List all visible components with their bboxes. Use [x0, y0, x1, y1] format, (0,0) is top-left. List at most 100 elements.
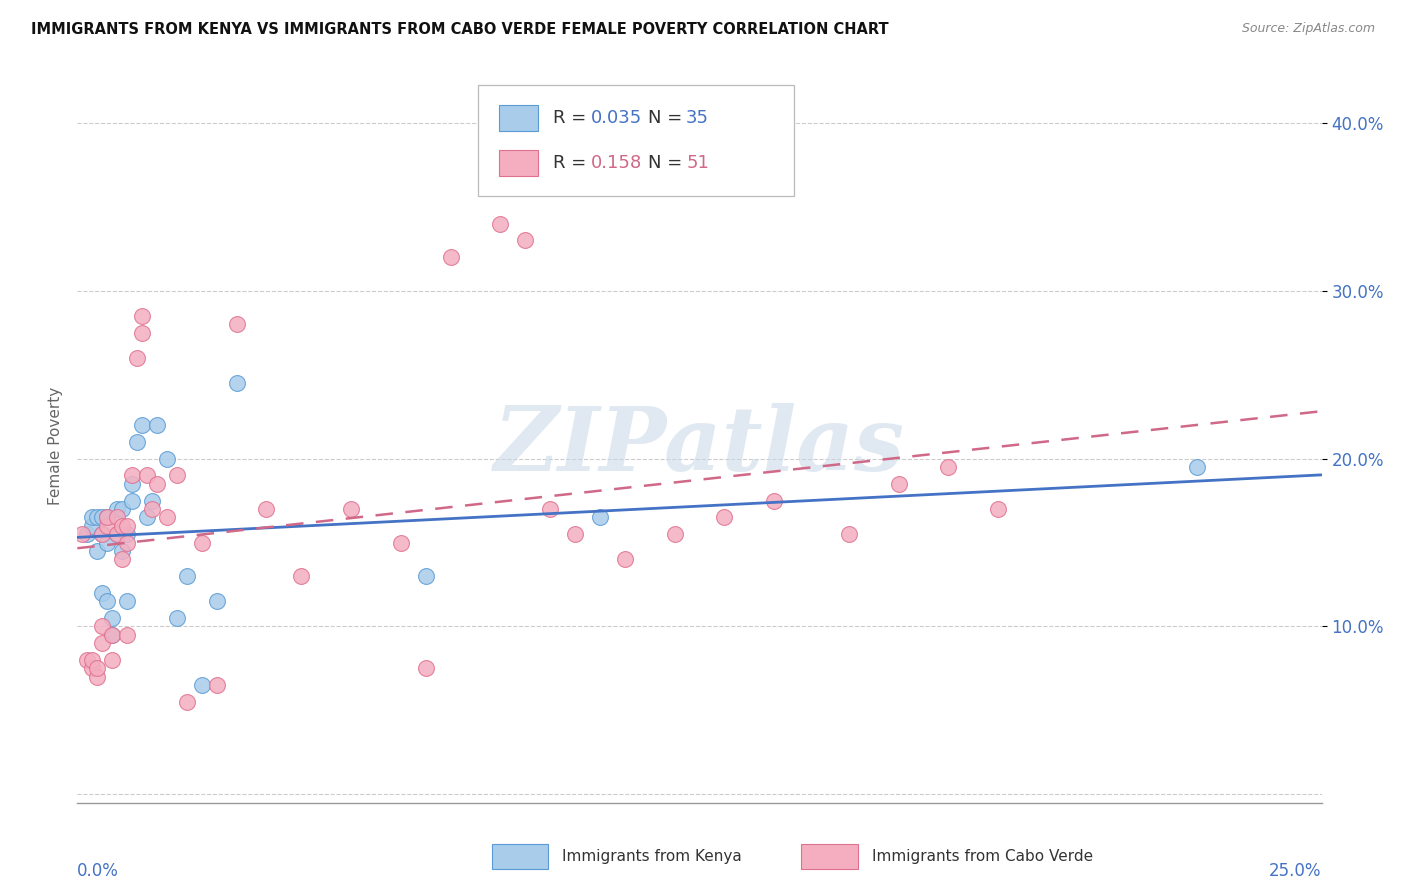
Point [101, 628, 124, 642]
Y-axis label: Female Poverty: Female Poverty [48, 387, 63, 505]
Point [91, 636, 114, 650]
Point [86, 670, 108, 684]
Point [91, 527, 114, 541]
Point [131, 309, 153, 323]
Point [156, 451, 179, 466]
Point [96, 535, 118, 549]
Point [887, 476, 910, 491]
Text: Immigrants from Cabo Verde: Immigrants from Cabo Verde [872, 849, 1092, 863]
Point [82, 653, 104, 667]
Text: N =: N = [648, 109, 688, 127]
Point [105, 502, 128, 516]
Point [538, 502, 561, 516]
Point [166, 468, 188, 483]
Point [191, 535, 214, 549]
Text: 35: 35 [686, 109, 709, 127]
Point [564, 527, 586, 541]
Point [440, 250, 463, 264]
Point [415, 569, 437, 583]
Point [115, 527, 138, 541]
Point [166, 611, 188, 625]
Point [115, 594, 138, 608]
Point [613, 552, 636, 566]
Point [115, 518, 138, 533]
Point [96, 594, 118, 608]
Point [115, 535, 138, 549]
Text: Source: ZipAtlas.com: Source: ZipAtlas.com [1241, 22, 1375, 36]
Point [121, 493, 143, 508]
Point [82, 661, 104, 675]
Point [82, 518, 104, 533]
Point [91, 527, 114, 541]
Point [72, 527, 94, 541]
Point [125, 434, 148, 449]
Point [111, 502, 134, 516]
Point [115, 628, 138, 642]
Point [256, 502, 278, 516]
Point [86, 661, 108, 675]
Point [96, 510, 118, 524]
Text: 0.158: 0.158 [591, 154, 641, 172]
Point [101, 628, 124, 642]
Point [1187, 460, 1209, 475]
Point [763, 493, 786, 508]
Point [86, 510, 108, 524]
Text: R =: R = [553, 154, 592, 172]
Point [96, 518, 118, 533]
Point [176, 695, 198, 709]
Point [146, 417, 169, 432]
Text: 0.035: 0.035 [591, 109, 641, 127]
Point [489, 217, 512, 231]
Point [515, 233, 537, 247]
Point [146, 476, 169, 491]
Point [987, 502, 1010, 516]
Point [136, 468, 159, 483]
Point [225, 376, 247, 390]
Text: IMMIGRANTS FROM KENYA VS IMMIGRANTS FROM CABO VERDE FEMALE POVERTY CORRELATION C: IMMIGRANTS FROM KENYA VS IMMIGRANTS FROM… [31, 22, 889, 37]
Point [290, 569, 312, 583]
Point [191, 678, 214, 692]
Point [76, 653, 98, 667]
Point [131, 417, 153, 432]
Point [101, 611, 124, 625]
Point [141, 493, 163, 508]
Point [91, 586, 114, 600]
Point [111, 552, 134, 566]
Point [415, 661, 437, 675]
Point [713, 510, 735, 524]
Text: N =: N = [648, 154, 688, 172]
Point [664, 527, 686, 541]
Point [340, 502, 363, 516]
Point [105, 510, 128, 524]
Text: 51: 51 [686, 154, 709, 172]
Point [141, 502, 163, 516]
Point [121, 476, 143, 491]
Point [131, 326, 153, 340]
Point [105, 527, 128, 541]
Point [205, 594, 228, 608]
Point [225, 318, 247, 332]
Text: 25.0%: 25.0% [1270, 862, 1322, 880]
Text: 0.0%: 0.0% [77, 862, 120, 880]
Point [86, 544, 108, 558]
Text: Immigrants from Kenya: Immigrants from Kenya [562, 849, 742, 863]
Point [389, 535, 412, 549]
Point [111, 544, 134, 558]
Point [938, 460, 960, 475]
Point [76, 527, 98, 541]
Point [91, 510, 114, 524]
Point [589, 510, 612, 524]
Point [111, 518, 134, 533]
Point [136, 510, 159, 524]
Point [125, 351, 148, 365]
Point [96, 510, 118, 524]
Point [838, 527, 860, 541]
Point [105, 527, 128, 541]
Point [121, 468, 143, 483]
Point [156, 510, 179, 524]
Text: ZIPatlas: ZIPatlas [494, 403, 905, 489]
Point [176, 569, 198, 583]
Point [101, 653, 124, 667]
Point [91, 619, 114, 633]
Point [82, 510, 104, 524]
